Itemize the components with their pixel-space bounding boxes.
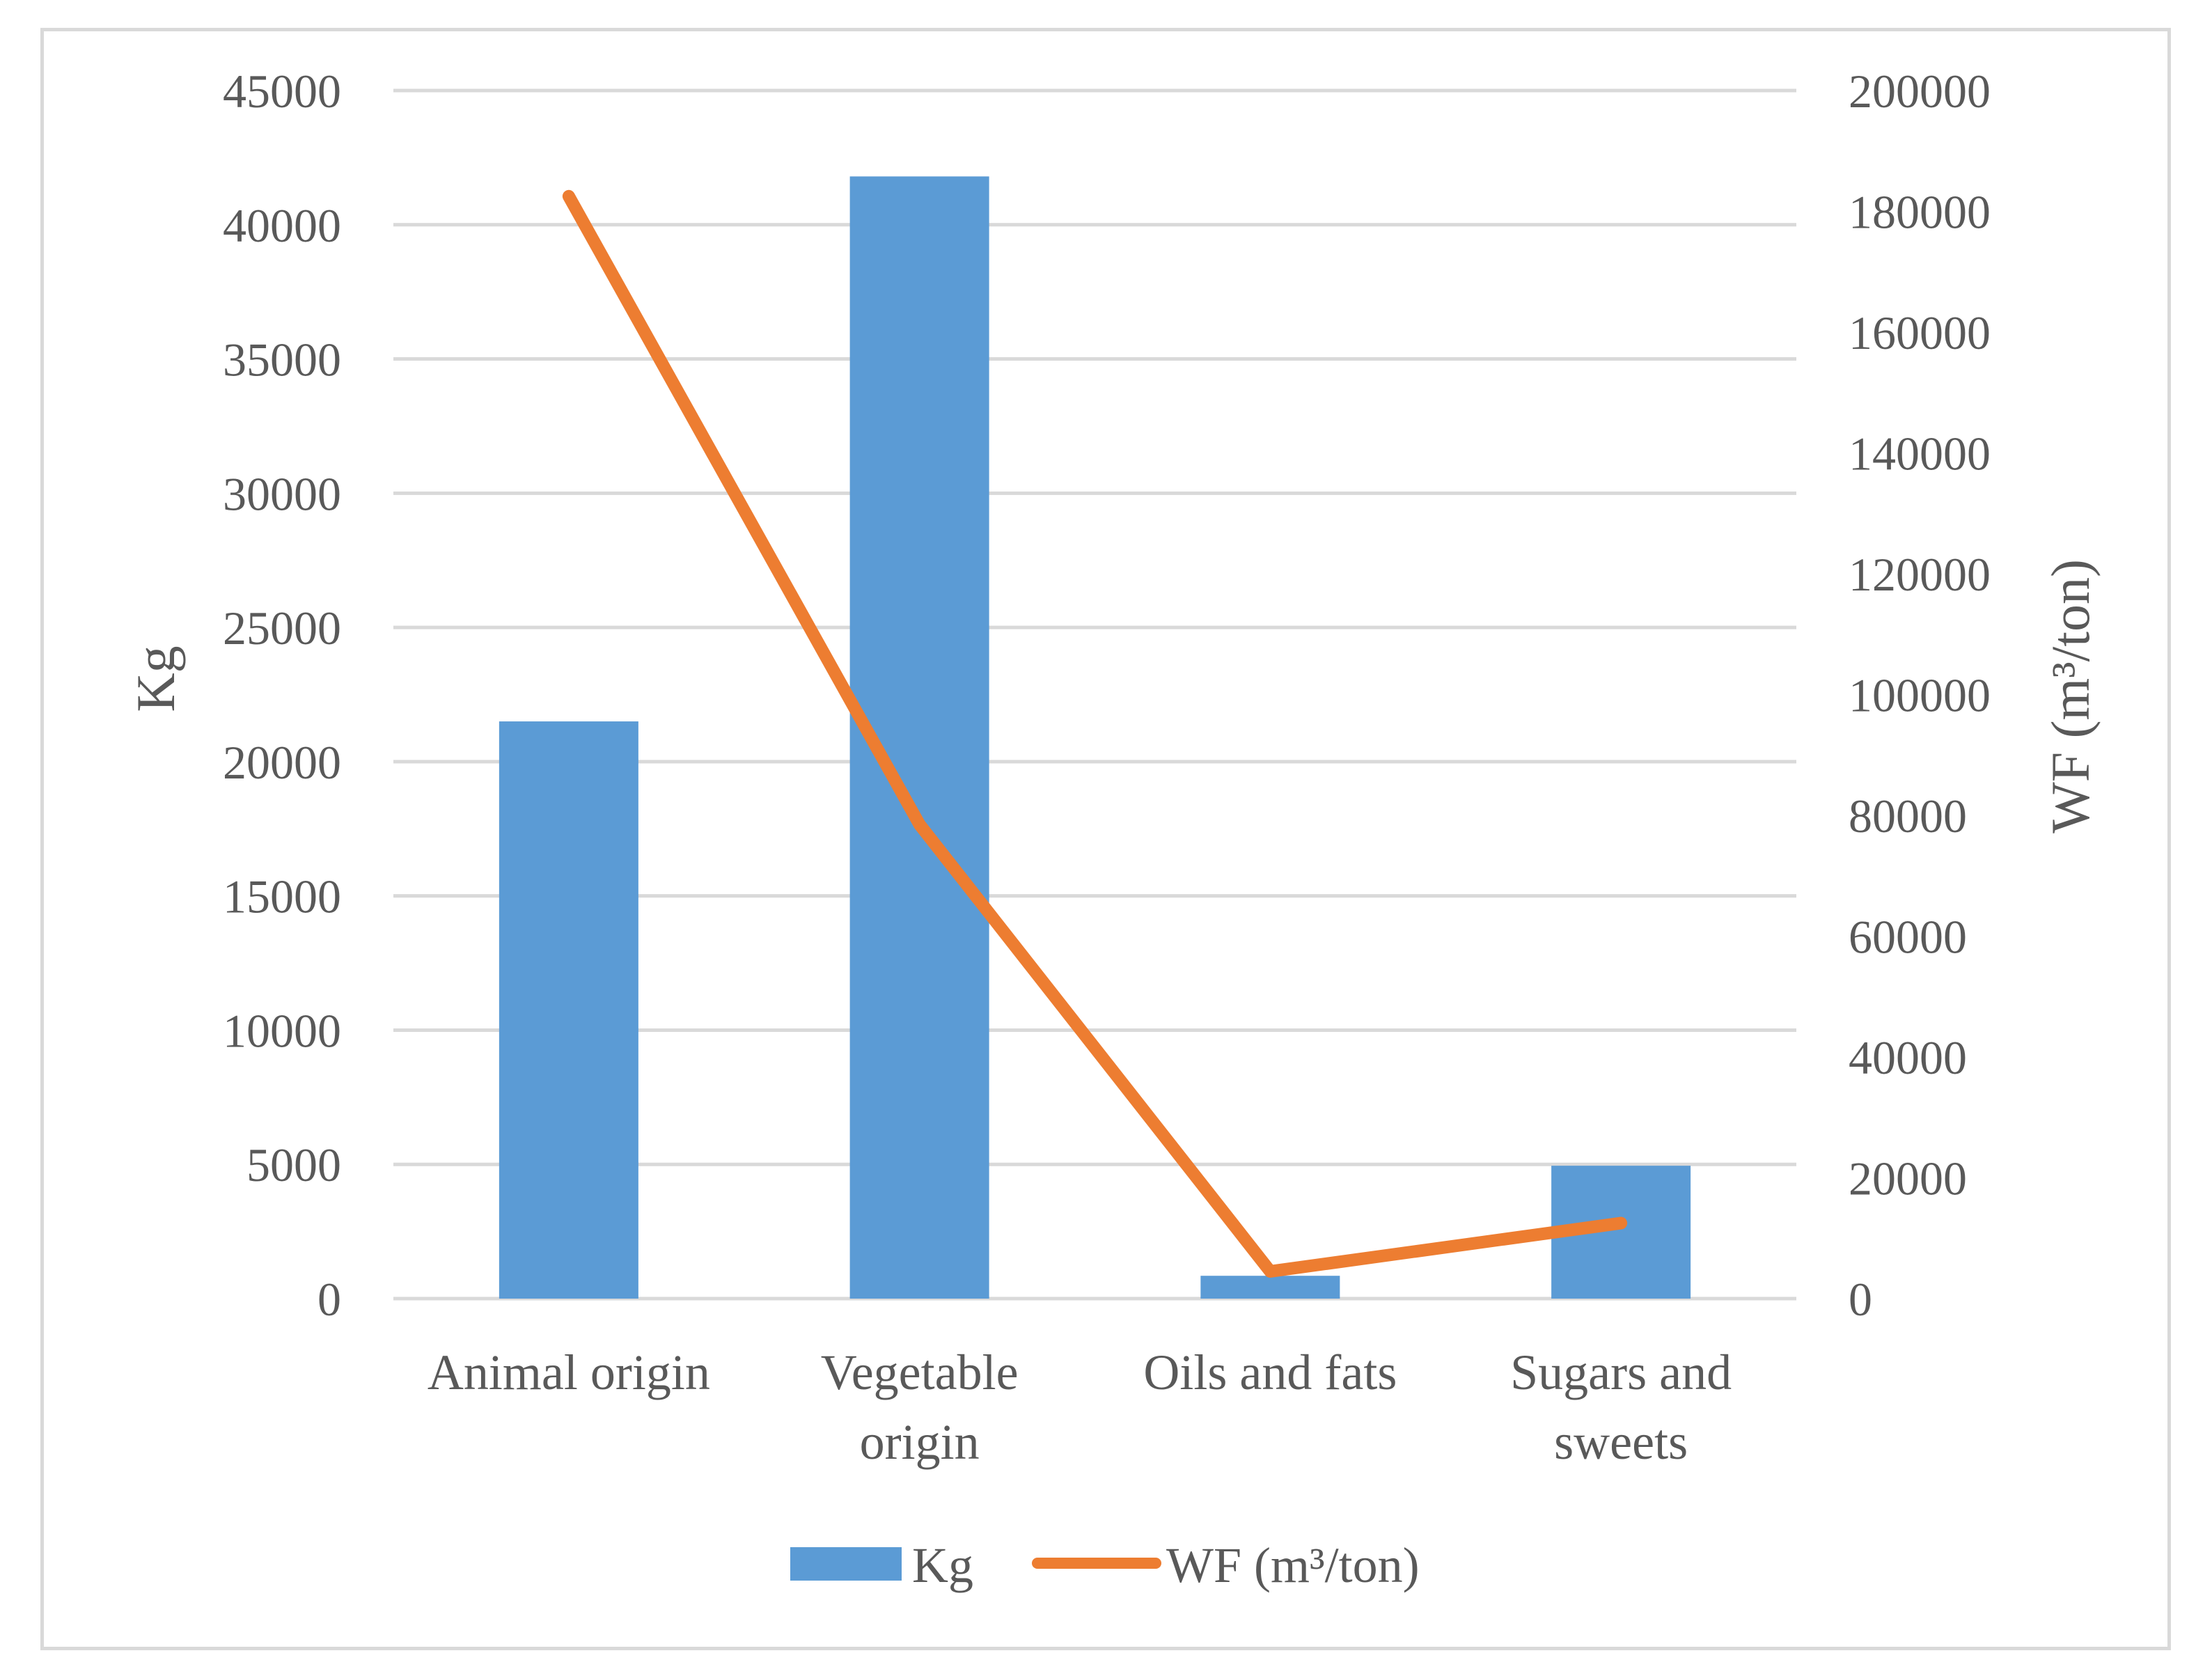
- category-label-line: sweets: [1554, 1414, 1688, 1470]
- wf-line: [562, 189, 1628, 1278]
- bar-kg: [499, 721, 638, 1299]
- right-tick-label: 80000: [1849, 790, 1967, 843]
- category-label-line: Animal origin: [428, 1345, 710, 1400]
- right-tick-label: 120000: [1849, 548, 1991, 601]
- right-tick-label: 200000: [1849, 65, 1991, 118]
- right-tick-label: 60000: [1849, 911, 1967, 964]
- right-tick-label: 100000: [1849, 669, 1991, 722]
- wf-point: [1269, 1270, 1271, 1272]
- left-tick-label: 20000: [223, 736, 341, 789]
- left-tick-label: 0: [317, 1273, 341, 1326]
- wf-point: [1620, 1222, 1622, 1224]
- legend-label-kg: Kg: [912, 1537, 973, 1593]
- right-tick-label: 40000: [1849, 1031, 1967, 1084]
- right-tick-label: 140000: [1849, 428, 1991, 480]
- wf-line-layer: [562, 189, 1628, 1278]
- category-label-line: Vegetable: [821, 1345, 1019, 1400]
- left-tick-label: 5000: [246, 1138, 341, 1191]
- category-label-line: Oils and fats: [1143, 1345, 1397, 1400]
- right-tick-label: 180000: [1849, 186, 1991, 239]
- category-label: Oils and fats: [1143, 1345, 1397, 1400]
- category-label: Animal origin: [428, 1345, 710, 1400]
- category-label-line: Sugars and: [1510, 1345, 1732, 1400]
- left-tick-label: 25000: [223, 602, 341, 655]
- left-tick-label: 35000: [223, 334, 341, 386]
- legend-label-wf: WF (m³/ton): [1166, 1537, 1420, 1593]
- wf-point: [918, 824, 920, 826]
- left-axis-ticks: 0 5000 10000 15000 20000 25000 30000 35000 40000…: [223, 65, 341, 1326]
- bar-kg: [1200, 1276, 1340, 1299]
- right-tick-label: 160000: [1849, 306, 1991, 359]
- right-tick-label: 0: [1849, 1273, 1872, 1326]
- bars: [499, 176, 1691, 1299]
- category-label-line: origin: [860, 1414, 980, 1470]
- category-label: Sugars and sweets: [1510, 1345, 1732, 1470]
- right-axis-title: WF (m³/ton): [2040, 559, 2101, 833]
- left-tick-label: 10000: [223, 1004, 341, 1057]
- right-tick-label: 20000: [1849, 1152, 1967, 1205]
- legend-swatch-kg: [790, 1547, 902, 1581]
- legend: Kg WF (m³/ton): [790, 1537, 1420, 1593]
- category-label: Vegetable origin: [821, 1345, 1019, 1470]
- category-labels: Animal origin Vegetable origin Oils and fat…: [428, 1345, 1732, 1470]
- left-tick-label: 15000: [223, 870, 341, 923]
- left-tick-label: 40000: [223, 199, 341, 252]
- right-axis-ticks: 0 20000 40000 60000 80000 100000 120000 140000 1…: [1849, 65, 1991, 1326]
- left-axis-title: Kg: [125, 645, 186, 712]
- wf-point: [567, 195, 570, 197]
- left-tick-label: 45000: [223, 65, 341, 118]
- chart-frame: [40, 28, 2171, 1650]
- left-tick-label: 30000: [223, 467, 341, 520]
